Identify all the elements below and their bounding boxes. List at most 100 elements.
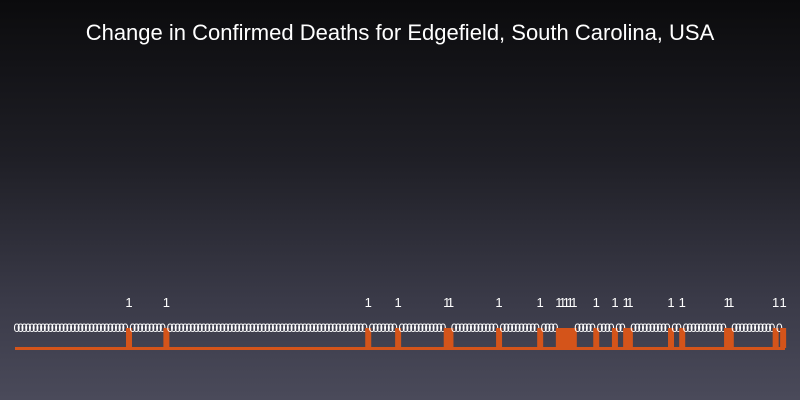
data-label: 0 [286, 321, 293, 335]
data-label: 0 [313, 321, 320, 335]
data-label: 0 [316, 321, 323, 335]
data-label: 0 [522, 321, 529, 335]
data-label: 0 [264, 321, 271, 335]
data-label: 0 [514, 321, 521, 335]
data-label: 0 [615, 321, 622, 335]
data-label: 0 [92, 321, 99, 335]
data-label: 0 [141, 321, 148, 335]
baseline [15, 347, 785, 350]
data-label: 0 [582, 321, 589, 335]
data-label: 0 [223, 321, 230, 335]
data-label: 1 [555, 295, 562, 310]
data-label: 0 [645, 321, 652, 335]
bar [443, 328, 450, 348]
data-label: 0 [466, 321, 473, 335]
data-label: 1 [667, 295, 674, 310]
data-label: 0 [234, 321, 241, 335]
data-label: 0 [634, 321, 641, 335]
data-label: 0 [253, 321, 260, 335]
data-label: 0 [305, 321, 312, 335]
data-label: 0 [402, 321, 409, 335]
data-label: 0 [25, 321, 32, 335]
data-label: 0 [705, 321, 712, 335]
data-label: 0 [43, 321, 50, 335]
data-label: 0 [81, 321, 88, 335]
data-label: 0 [488, 321, 495, 335]
data-label: 0 [656, 321, 663, 335]
data-label: 0 [350, 321, 357, 335]
data-label: 0 [499, 321, 506, 335]
data-label: 0 [597, 321, 604, 335]
data-label: 0 [399, 321, 406, 335]
data-label: 0 [641, 321, 648, 335]
bar [772, 328, 779, 348]
bar [126, 328, 132, 348]
data-label: 1 [443, 295, 450, 310]
data-label: 0 [171, 321, 178, 335]
data-label: 0 [107, 321, 114, 335]
data-label: 1 [365, 295, 372, 310]
data-label: 1 [559, 295, 566, 310]
data-label: 0 [518, 321, 525, 335]
data-label: 0 [754, 321, 761, 335]
data-label: 0 [413, 321, 420, 335]
data-label: 0 [361, 321, 368, 335]
data-label: 0 [369, 321, 376, 335]
data-label: 0 [111, 321, 118, 335]
data-label: 1 [537, 295, 544, 310]
data-label: 0 [484, 321, 491, 335]
data-label: 0 [533, 321, 540, 335]
data-label: 1 [772, 295, 779, 310]
bar [570, 328, 577, 348]
data-label: 0 [118, 321, 125, 335]
data-label: 0 [391, 321, 398, 335]
data-label: 0 [346, 321, 353, 335]
data-label: 0 [320, 321, 327, 335]
data-label: 0 [73, 321, 80, 335]
data-label: 0 [746, 321, 753, 335]
data-label: 0 [96, 321, 103, 335]
data-label: 1 [611, 295, 618, 310]
data-label: 0 [440, 321, 447, 335]
data-label: 0 [720, 321, 727, 335]
bar [780, 328, 787, 348]
data-label: 0 [683, 321, 690, 335]
data-label: 0 [757, 321, 764, 335]
data-label: 0 [156, 321, 163, 335]
data-label: 0 [227, 321, 234, 335]
data-label: 0 [133, 321, 140, 335]
data-label: 0 [384, 321, 391, 335]
data-label: 0 [324, 321, 331, 335]
data-label: 1 [723, 295, 730, 310]
data-label: 0 [503, 321, 510, 335]
data-label: 0 [256, 321, 263, 335]
data-label: 0 [290, 321, 297, 335]
data-label: 0 [230, 321, 237, 335]
bar [668, 328, 674, 348]
data-label: 0 [492, 321, 499, 335]
data-label: 0 [275, 321, 282, 335]
bar [567, 328, 574, 348]
data-label: 0 [77, 321, 84, 335]
data-label: 0 [638, 321, 645, 335]
data-label: 0 [182, 321, 189, 335]
data-label: 0 [675, 321, 682, 335]
data-label: 1 [679, 295, 686, 310]
data-label: 0 [436, 321, 443, 335]
data-label: 1 [447, 295, 454, 310]
data-label: 0 [742, 321, 749, 335]
data-label: 0 [529, 321, 536, 335]
data-label: 0 [750, 321, 757, 335]
data-label: 0 [671, 321, 678, 335]
data-label: 0 [660, 321, 667, 335]
data-label: 0 [21, 321, 28, 335]
data-label: 0 [589, 321, 596, 335]
data-label: 0 [507, 321, 514, 335]
data-label: 0 [85, 321, 92, 335]
data-label: 0 [709, 321, 716, 335]
data-label: 0 [301, 321, 308, 335]
data-label: 0 [193, 321, 200, 335]
data-label: 0 [167, 321, 174, 335]
data-label: 0 [178, 321, 185, 335]
data-label: 1 [495, 295, 502, 310]
